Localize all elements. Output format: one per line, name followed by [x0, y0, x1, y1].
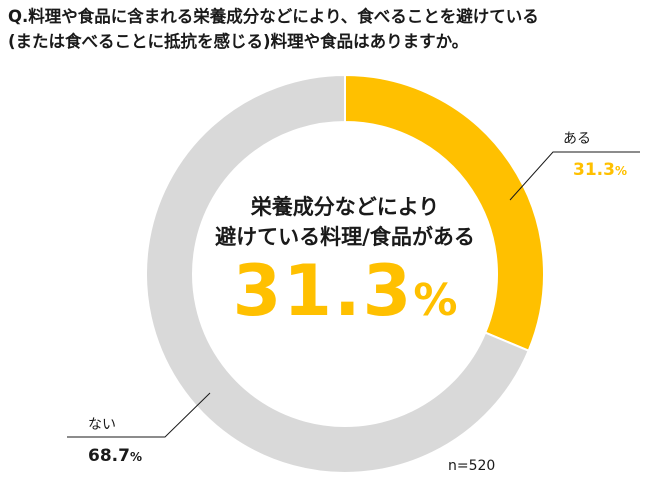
slice-value-nai: 68.7%	[88, 446, 142, 466]
slice-value-nai-number: 68.7	[88, 446, 130, 466]
leader-line-aru	[509, 151, 640, 201]
center-summary: 栄養成分などにより 避けている料理/食品がある 31.3%	[185, 192, 505, 345]
leader-lines	[67, 151, 640, 438]
question-title: Q.料理や食品に含まれる栄養成分などにより、食べることを避けている (または食べ…	[8, 4, 663, 54]
slice-label-aru: ある	[563, 131, 591, 147]
slice-label-nai: ない	[88, 417, 116, 433]
question-line-2: (または食べることに抵抗を感じる)料理や食品はありますか。	[8, 32, 469, 51]
question-line-1: Q.料理や食品に含まれる栄養成分などにより、食べることを避けている	[8, 7, 539, 26]
donut-slices	[145, 73, 545, 474]
center-unit: %	[413, 275, 458, 326]
sample-size: n=520	[448, 458, 496, 474]
slice-value-aru-unit: %	[614, 164, 627, 178]
center-line-1: 栄養成分などにより	[250, 195, 440, 219]
center-percentage: 31.3%	[185, 256, 505, 345]
slice-value-aru-number: 31.3	[573, 160, 615, 180]
center-line-2: 避けている料理/食品がある	[215, 225, 475, 249]
slice-value-aru: 31.3%	[573, 160, 627, 180]
leader-line-nai	[67, 392, 211, 438]
slice-value-nai-unit: %	[129, 450, 142, 464]
center-value: 31.3	[232, 250, 414, 332]
donut-slice-nai	[145, 73, 530, 474]
